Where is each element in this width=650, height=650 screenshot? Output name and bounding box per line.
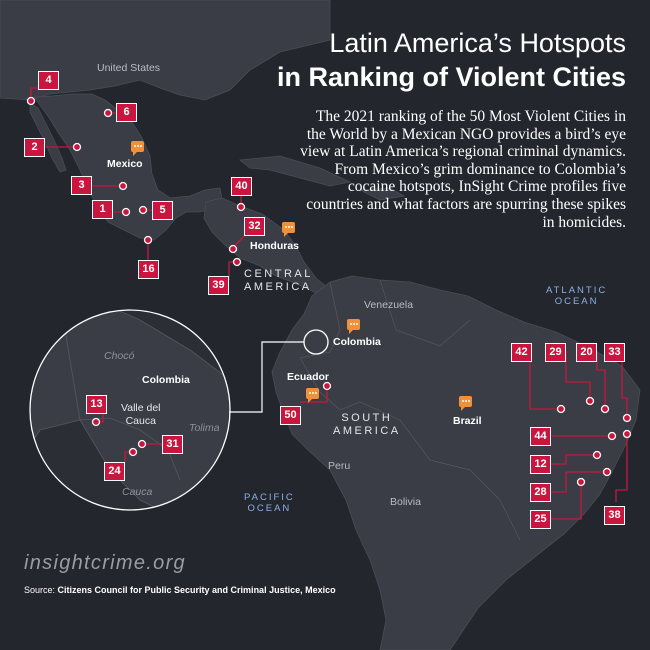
rank-badge: 12 — [530, 455, 551, 474]
inset-land — [30, 310, 230, 510]
label-brazil: Brazil — [453, 415, 482, 427]
label-pacific-ocean: PACIFIC OCEAN — [244, 492, 295, 514]
valle-line-1: Valle del — [121, 402, 161, 414]
pacific-line-2: OCEAN — [247, 503, 292, 514]
bolivia-border — [429, 459, 521, 541]
south-label-line-1: SOUTH — [341, 412, 393, 424]
cuba-land — [238, 155, 352, 187]
mexico-chat-icon[interactable] — [131, 141, 144, 156]
rank-badge: 39 — [208, 276, 229, 295]
rank-badge: 3 — [71, 176, 92, 195]
colombia-border — [299, 281, 341, 359]
central-label-line-2: AMERICA — [244, 281, 312, 293]
label-honduras: Honduras — [250, 240, 300, 252]
source-line: Source: Citizens Council for Public Secu… — [24, 585, 336, 595]
label-peru: Peru — [328, 460, 351, 472]
label-venezuela: Venezuela — [364, 299, 414, 311]
site-name: insightcrime.org — [24, 552, 186, 574]
rank-badge: 6 — [116, 103, 137, 122]
inset-border — [79, 417, 181, 481]
rank-badge: 33 — [604, 343, 625, 362]
label-south-america: SOUTH AMERICA — [333, 412, 401, 438]
rank-badge: 31 — [162, 435, 183, 454]
rank-badge: 16 — [138, 260, 159, 279]
central-label-line-1: CENTRAL — [244, 268, 313, 280]
rank-badge: 13 — [86, 395, 107, 414]
rank-badge: 32 — [244, 217, 265, 236]
colombia-chat-icon[interactable] — [347, 319, 360, 334]
rank-badge: 5 — [152, 201, 173, 220]
rank-badge: 2 — [24, 138, 45, 157]
pacific-line-1: PACIFIC — [244, 492, 295, 503]
rank-badge: 38 — [604, 506, 625, 525]
inset-circle — [29, 309, 329, 511]
inset-label-valle-del-cauca: Valle del Cauca — [121, 402, 161, 428]
valle-line-2: Cauca — [125, 415, 156, 427]
atlantic-line-2: OCEAN — [554, 296, 599, 307]
description: The 2021 ranking of the 50 Most Violent … — [300, 108, 626, 231]
atlantic-line-1: ATLANTIC — [546, 285, 608, 296]
label-mexico: Mexico — [107, 158, 143, 170]
label-ecuador: Ecuador — [287, 371, 330, 383]
rank-badge: 50 — [280, 406, 301, 425]
ecuador-chat-icon[interactable] — [306, 388, 319, 403]
rank-badge: 29 — [545, 343, 566, 362]
inset-connector — [229, 341, 304, 413]
label-bolivia: Bolivia — [390, 496, 421, 508]
label-central-america: CENTRAL AMERICA — [244, 268, 313, 294]
inset-label-tolima: Tolima — [189, 422, 220, 434]
borders — [299, 279, 521, 541]
title-line-1: Latin America’s Hotspots — [329, 28, 626, 58]
south-label-line-2: AMERICA — [333, 425, 401, 437]
label-united-states: United States — [97, 62, 161, 74]
honduras-chat-icon[interactable] — [282, 222, 295, 237]
label-atlantic-ocean: ATLANTIC OCEAN — [546, 285, 607, 307]
rank-badge: 1 — [92, 200, 113, 219]
venezuela-border — [379, 279, 471, 347]
baja-land — [29, 102, 67, 173]
label-colombia: Colombia — [333, 336, 381, 348]
rank-badge: 28 — [530, 483, 551, 502]
rank-badge: 4 — [38, 71, 59, 90]
brazil-chat-icon[interactable] — [459, 396, 472, 411]
inset-label-cauca: Cauca — [122, 486, 153, 498]
rank-badge: 42 — [511, 343, 532, 362]
rank-badge: 24 — [104, 462, 125, 481]
rank-badge: 44 — [530, 427, 551, 446]
source-prefix: Source: — [24, 585, 58, 595]
hispaniola-land — [358, 187, 406, 201]
city-dots — [26, 96, 632, 487]
source-text: Citizens Council for Public Security and… — [57, 585, 336, 595]
rank-badge: 25 — [530, 510, 551, 529]
inset-label-colombia: Colombia — [142, 374, 190, 386]
inset-label-choco: Chocó — [104, 350, 135, 362]
title-line-2: in Ranking of Violent Cities — [276, 62, 626, 92]
united-states-land — [0, 0, 331, 101]
peru-border — [299, 357, 431, 461]
rank-badge: 20 — [576, 343, 597, 362]
rank-badge: 40 — [231, 177, 252, 196]
